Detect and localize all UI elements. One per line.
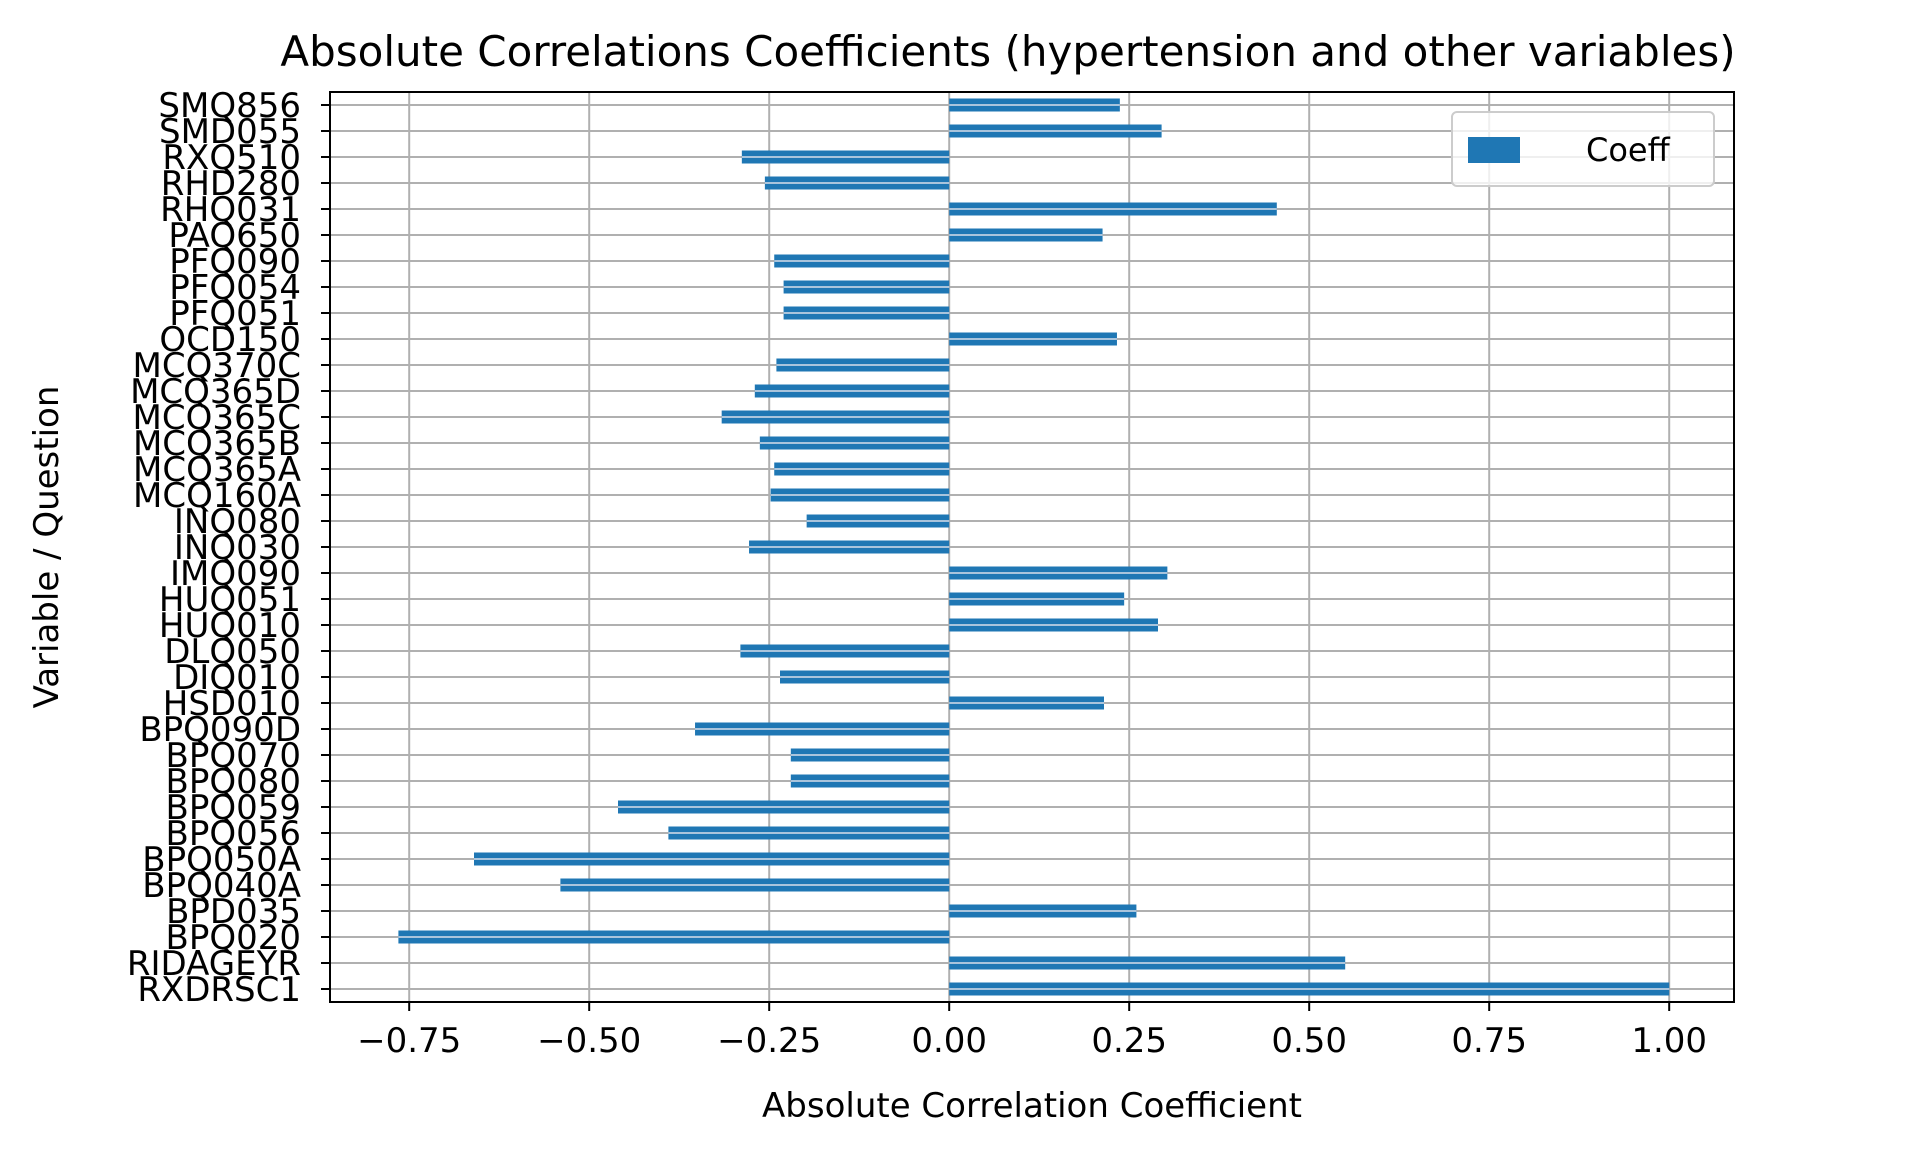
y-tick-label-RHD280: RHD280 xyxy=(161,164,301,204)
legend-box xyxy=(1451,111,1715,187)
y-tick-label-MCQ365D: MCQ365D xyxy=(130,372,301,412)
y-tick-label-MCQ365A: MCQ365A xyxy=(133,450,301,490)
y-tick-label-RIDAGEYR: RIDAGEYR xyxy=(127,944,301,984)
y-tick-label-BPQ050A: BPQ050A xyxy=(142,840,301,880)
x-tick-label-3: 0.00 xyxy=(911,1021,987,1061)
y-tick-label-BPD035: BPD035 xyxy=(166,892,301,932)
x-tick-label-2: −0.25 xyxy=(717,1021,821,1061)
x-tick-label-1: −0.50 xyxy=(537,1021,641,1061)
legend: Coeff xyxy=(1451,111,1715,187)
y-tick-label-SMD055: SMD055 xyxy=(159,112,301,152)
y-tick-label-HSD010: HSD010 xyxy=(163,684,301,724)
y-tick-label-BPQ040A: BPQ040A xyxy=(142,866,301,906)
y-tick-label-IMQ090: IMQ090 xyxy=(170,554,301,594)
x-tick-label-6: 0.75 xyxy=(1451,1021,1527,1061)
y-tick-label-BPQ080: BPQ080 xyxy=(166,762,302,802)
y-tick-label-MCQ365C: MCQ365C xyxy=(133,398,301,438)
y-tick-label-RHQ031: RHQ031 xyxy=(160,190,301,230)
legend-label: Coeff xyxy=(1586,131,1671,169)
y-tick-label-INQ030: INQ030 xyxy=(174,528,301,568)
y-tick-label-BPQ020: BPQ020 xyxy=(166,918,302,958)
y-tick-label-MCQ365B: MCQ365B xyxy=(133,424,301,464)
x-tick-label-7: 1.00 xyxy=(1631,1021,1707,1061)
x-tick-label-0: −0.75 xyxy=(357,1021,461,1061)
y-axis-label: Variable / Question xyxy=(27,386,67,709)
y-tick-label-PAQ650: PAQ650 xyxy=(168,216,301,256)
y-tick-label-OCD150: OCD150 xyxy=(159,320,301,360)
y-tick-label-DIQ010: DIQ010 xyxy=(173,658,301,698)
y-tick-label-INQ080: INQ080 xyxy=(174,502,301,542)
y-tick-label-BPQ059: BPQ059 xyxy=(166,788,302,828)
y-tick-label-PFQ090: PFQ090 xyxy=(169,242,301,282)
y-tick-label-RXDRSC1: RXDRSC1 xyxy=(137,970,301,1010)
x-axis: −0.75 −0.50 −0.25 0.00 0.25 0.50 0.75 1.00 xyxy=(357,1002,1707,1061)
y-tick-label-MCQ370C: MCQ370C xyxy=(133,346,301,386)
x-tick-label-4: 0.25 xyxy=(1091,1021,1167,1061)
bars xyxy=(398,98,1670,996)
y-tick-label-BPQ056: BPQ056 xyxy=(166,814,302,854)
y-tick-label-HUQ051: HUQ051 xyxy=(159,580,301,620)
y-tick-label-PFQ054: PFQ054 xyxy=(169,268,301,308)
y-tick-label-SMQ856: SMQ856 xyxy=(158,86,301,126)
y-tick-label-MCQ160A: MCQ160A xyxy=(133,476,301,516)
x-tick-label-5: 0.50 xyxy=(1271,1021,1347,1061)
y-tick-label-BPQ070: BPQ070 xyxy=(166,736,302,776)
y-axis: RXDRSC1RIDAGEYRBPQ020BPD035BPQ040ABPQ050… xyxy=(127,86,330,1010)
chart-title: Absolute Correlations Coefficients (hype… xyxy=(280,27,1735,76)
y-tick-label-HUQ010: HUQ010 xyxy=(159,606,301,646)
y-tick-label-DLQ050: DLQ050 xyxy=(164,632,301,672)
legend-swatch xyxy=(1468,137,1520,163)
y-tick-label-RXQ510: RXQ510 xyxy=(162,138,301,178)
y-tick-label-PFQ051: PFQ051 xyxy=(169,294,301,334)
y-tick-label-BPQ090D: BPQ090D xyxy=(139,710,301,750)
x-axis-label: Absolute Correlation Coefficient xyxy=(762,1086,1302,1126)
